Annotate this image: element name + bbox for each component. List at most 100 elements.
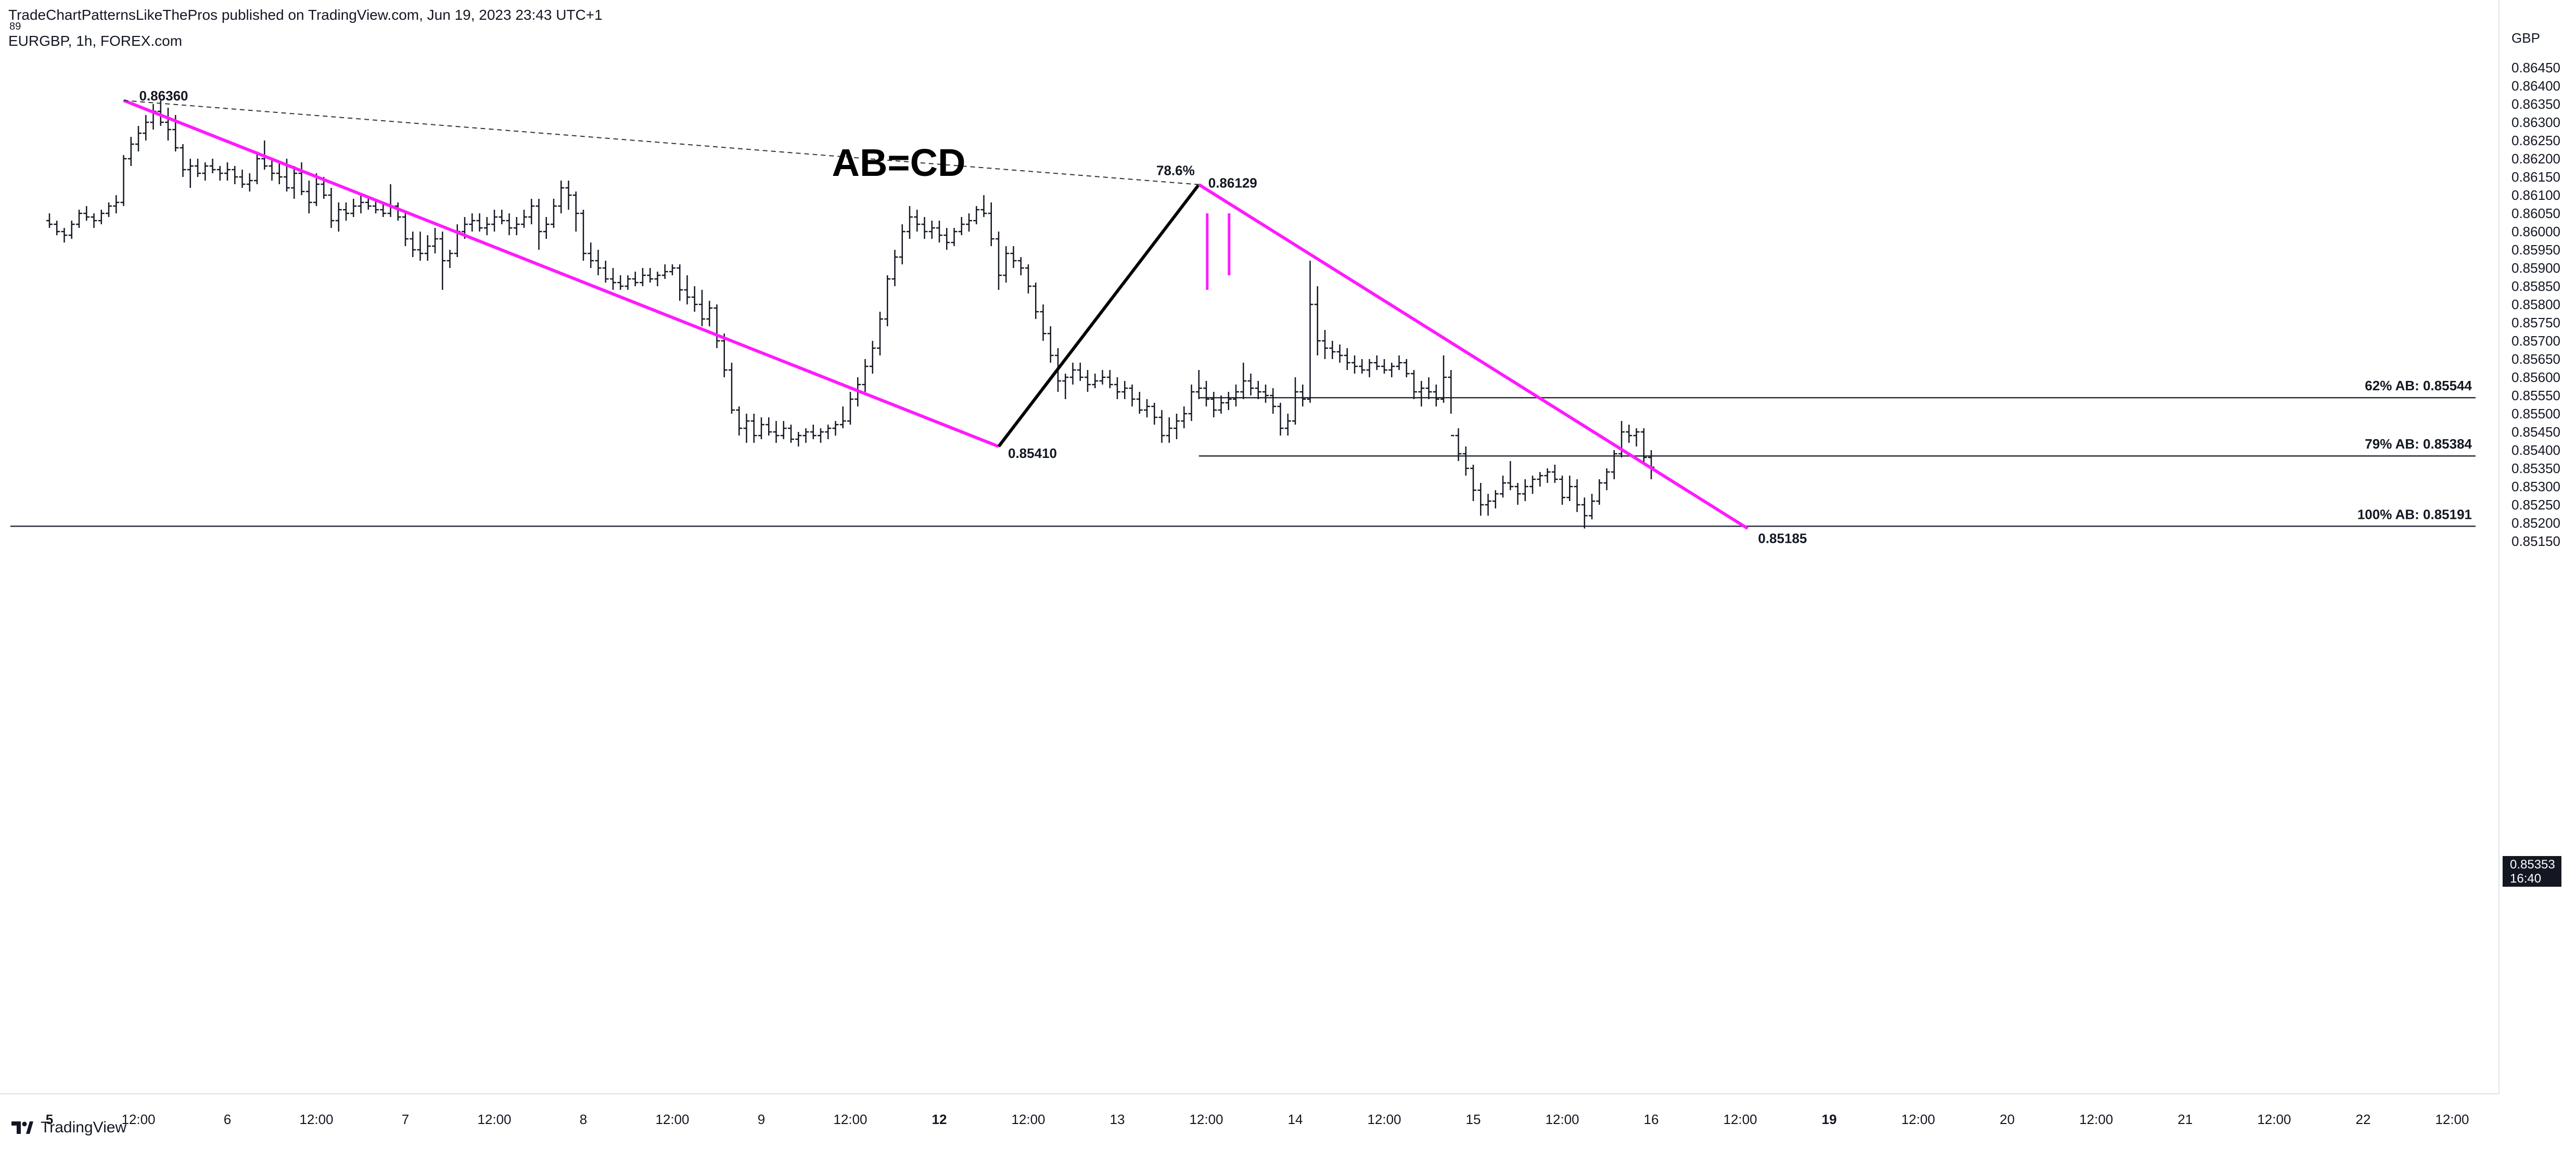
symbol-info[interactable]: EURGBP, 1h, FOREX.com	[8, 33, 183, 49]
price-bar	[996, 232, 1002, 290]
time-tick-label: 12:00	[1901, 1112, 1935, 1127]
price-bar	[1233, 385, 1239, 406]
time-tick-label: 8	[580, 1112, 587, 1127]
price-bar	[491, 210, 498, 232]
price-bar	[980, 195, 987, 217]
price-bar	[187, 159, 194, 188]
price-bar	[825, 425, 832, 439]
price-bar	[1047, 326, 1054, 363]
price-bar	[1307, 261, 1313, 403]
price-bar	[640, 268, 646, 286]
price-bar	[476, 213, 483, 232]
price-bar	[1158, 410, 1165, 443]
price-bars	[46, 100, 1654, 529]
price-bar	[216, 166, 223, 181]
price-bar	[298, 162, 305, 195]
price-bar	[1322, 330, 1328, 359]
price-bar	[350, 199, 357, 217]
time-tick-label: 5	[46, 1112, 53, 1127]
price-bar	[394, 202, 401, 221]
price-bar	[195, 159, 201, 177]
level-label: 62% AB: 0.85544	[2365, 378, 2472, 393]
price-bar	[535, 199, 542, 250]
time-tick-label: 12:00	[2257, 1112, 2291, 1127]
price-bar	[788, 425, 794, 443]
price-axis[interactable]: 0.86450 0.86400 0.86350 0.86300 0.86250 0.862…	[2511, 60, 2560, 549]
price-bar	[1040, 304, 1047, 341]
time-tick-label: 12:00	[1189, 1112, 1223, 1127]
price-bar	[1166, 417, 1172, 443]
price-bar	[921, 217, 928, 239]
price-bar	[1448, 370, 1455, 437]
time-axis[interactable]: 5 12:00 6 12:00 7 12:00 8 12:00 9 12:00 12 12:00 13 1…	[46, 1112, 2469, 1127]
price-bar	[706, 301, 713, 326]
price-bar	[1373, 355, 1380, 370]
price-tick-label: 0.86300	[2511, 114, 2560, 130]
price-bar	[1559, 476, 1565, 505]
price-bar	[180, 144, 186, 177]
price-bar	[1603, 468, 1610, 490]
time-tick-label: 12:00	[121, 1112, 155, 1127]
price-bar	[943, 228, 950, 250]
price-bar	[1277, 403, 1284, 436]
price-bar	[1566, 476, 1573, 501]
price-tick-label: 0.86050	[2511, 206, 2560, 221]
price-bar	[1574, 479, 1580, 512]
price-tick-label: 0.86150	[2511, 169, 2560, 185]
tradingview-brand[interactable]: TradingView	[10, 1119, 126, 1137]
price-bar	[454, 224, 461, 257]
price-bar	[1188, 385, 1195, 421]
clipped-label: 89	[9, 21, 21, 32]
price-bar	[1396, 355, 1402, 370]
price-tick-label: 0.85950	[2511, 242, 2560, 258]
price-bar	[632, 272, 639, 286]
price-bar	[862, 359, 869, 392]
price-bar	[610, 268, 616, 290]
price-tick-label: 0.85750	[2511, 315, 2560, 330]
bar-countdown: 16:40	[2510, 872, 2542, 886]
price-bar	[588, 242, 594, 268]
time-tick-label: 12:00	[477, 1112, 511, 1127]
price-bar	[1003, 246, 1010, 283]
price-bar	[802, 428, 809, 443]
price-bar	[165, 108, 171, 141]
time-tick-label: 12:00	[2435, 1112, 2469, 1127]
price-bar	[313, 173, 320, 206]
price-bar	[1336, 344, 1343, 363]
price-tick-label: 0.85900	[2511, 260, 2560, 276]
price-bar	[877, 312, 883, 355]
ab-leg	[123, 99, 1000, 448]
price-bar	[543, 217, 550, 239]
price-bar	[1551, 465, 1558, 483]
level-label: 100% AB: 0.85191	[2357, 506, 2472, 522]
time-tick-label: 14	[1288, 1112, 1303, 1127]
price-bar	[432, 228, 438, 253]
price-bar	[936, 221, 942, 242]
price-bar	[1017, 257, 1024, 275]
price-bar	[988, 202, 994, 246]
price-bar	[624, 275, 631, 290]
price-tick-label: 0.85550	[2511, 388, 2560, 403]
price-bar	[143, 115, 149, 141]
last-price-value: 0.85353	[2510, 858, 2555, 872]
price-bar	[239, 170, 246, 188]
price-bar	[387, 184, 394, 217]
price-bar	[106, 202, 112, 217]
price-bar	[1077, 363, 1083, 381]
time-tick-label: 20	[2000, 1112, 2015, 1127]
price-bar	[647, 268, 654, 283]
price-bar	[365, 199, 372, 210]
price-bar	[661, 264, 668, 279]
price-bar	[120, 155, 127, 206]
price-bar	[1351, 355, 1358, 374]
price-bar	[254, 151, 260, 184]
price-bar	[410, 232, 416, 257]
price-bar	[358, 195, 364, 213]
time-tick-label: 9	[758, 1112, 765, 1127]
price-tick-label: 0.86400	[2511, 78, 2560, 94]
price-bar	[68, 221, 75, 239]
price-bar	[839, 406, 846, 428]
price-bar	[617, 275, 624, 290]
price-bar	[202, 162, 209, 181]
